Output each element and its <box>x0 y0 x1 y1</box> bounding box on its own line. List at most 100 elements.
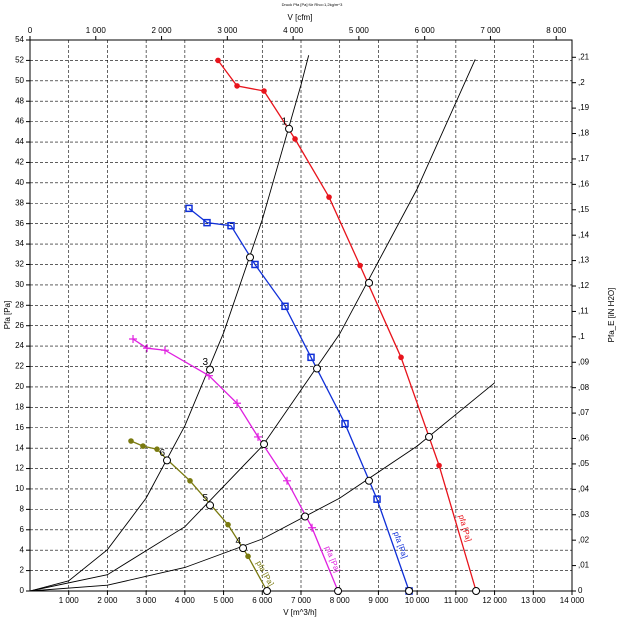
y-tick-label: 6 <box>20 525 25 534</box>
y-tick-label: 20 <box>15 382 24 391</box>
y-tick-label: 14 <box>15 443 24 452</box>
x-tick-label: 9 000 <box>368 596 389 605</box>
operating-point <box>472 587 481 595</box>
y-tick-label: 54 <box>15 35 24 44</box>
y-tick-label: 0 <box>20 586 25 595</box>
y2-tick-label: ,01 <box>578 561 590 570</box>
marker <box>283 476 292 485</box>
y2-tick-label: ,16 <box>578 179 590 188</box>
marker <box>357 262 363 269</box>
y-tick-label: 42 <box>15 158 24 167</box>
x-tick-label: 12 000 <box>482 596 507 605</box>
operating-point-label: 4 <box>235 536 241 547</box>
x-tick-label: 3 000 <box>136 596 157 605</box>
operating-point <box>365 278 374 287</box>
y2-tick-label: ,15 <box>578 205 590 214</box>
y-tick-label: 18 <box>15 402 24 411</box>
y2-tick-label: ,09 <box>578 357 590 366</box>
y2-tick-label: ,07 <box>578 408 590 417</box>
chart-title: Druck Pfa [Pa] für Rho=1,2kg/m^3 <box>282 2 343 7</box>
x2-tick-label: 0 <box>28 26 33 35</box>
x2-tick-label: 2 000 <box>152 26 173 35</box>
operating-point <box>313 364 322 373</box>
marker <box>373 495 381 503</box>
x-tick-label: 1 000 <box>59 596 80 605</box>
marker <box>254 432 263 441</box>
marker <box>261 88 267 94</box>
y-tick-label: 50 <box>15 76 24 85</box>
operating-point <box>301 512 310 521</box>
y2-tick-label: ,11 <box>578 307 589 316</box>
marker <box>154 446 160 452</box>
marker <box>140 443 146 449</box>
operating-point <box>365 476 374 485</box>
y-tick-label: 4 <box>20 545 25 554</box>
marker <box>308 523 317 532</box>
y2-tick-label: ,19 <box>578 103 590 112</box>
y2-tick-label: 0 <box>578 586 583 595</box>
y-tick-label: 26 <box>15 321 24 330</box>
operating-point <box>405 587 414 595</box>
y-tick-label: 46 <box>15 117 24 126</box>
y2-tick-label: ,12 <box>578 281 590 290</box>
curve-label: pfa [Pa] <box>457 514 473 543</box>
y-tick-label: 24 <box>15 341 24 350</box>
operating-point <box>334 587 343 595</box>
x-tick-label: 10 000 <box>405 596 430 605</box>
marker <box>225 521 231 528</box>
system-curve <box>29 55 310 592</box>
marker <box>142 344 151 353</box>
y2-tick-label: ,21 <box>578 52 590 61</box>
y2-tick-label: ,1 <box>578 332 585 341</box>
fan-curve <box>130 440 268 592</box>
marker <box>215 57 221 64</box>
system-curve <box>29 59 476 592</box>
marker <box>292 136 298 142</box>
x-axis-label: V [m^3/h] <box>283 608 317 617</box>
marker <box>128 438 134 444</box>
x2-tick-label: 4 000 <box>283 26 304 35</box>
y2-tick-label: ,04 <box>578 484 590 493</box>
y2-tick-label: ,08 <box>578 383 590 392</box>
y-tick-label: 22 <box>15 362 24 371</box>
y-tick-label: 36 <box>15 219 24 228</box>
y2-tick-label: ,02 <box>578 535 590 544</box>
x2-tick-label: 5 000 <box>349 26 370 35</box>
y2-tick-label: ,13 <box>578 256 590 265</box>
marker <box>233 399 242 408</box>
y-tick-label: 28 <box>15 300 24 309</box>
x2-tick-label: 1 000 <box>86 26 107 35</box>
operating-point <box>263 587 272 595</box>
y-tick-label: 48 <box>15 96 24 105</box>
marker <box>251 260 259 269</box>
curve-label: pfa [Pa] <box>323 545 342 574</box>
y-axis-label: Pfa [Pa] <box>3 301 12 329</box>
x-tick-label: 14 000 <box>560 596 585 605</box>
x2-tick-label: 6 000 <box>415 26 436 35</box>
y2-tick-label: ,2 <box>578 78 585 87</box>
operating-point <box>285 124 294 133</box>
y-tick-label: 16 <box>15 423 24 432</box>
y2-tick-label: ,05 <box>578 459 590 468</box>
marker <box>341 419 349 428</box>
y-tick-label: 32 <box>15 260 24 269</box>
y-tick-label: 8 <box>20 504 25 513</box>
x2-tick-label: 7 000 <box>480 26 501 35</box>
x2-axis-label: V [cfm] <box>288 13 313 22</box>
marker <box>185 204 193 213</box>
curve-label: pfa [Pa] <box>392 530 410 559</box>
y2-axis-label: Pfa_E [iN H2O] <box>607 288 616 343</box>
operating-point <box>425 432 434 441</box>
fan-curve <box>188 207 410 592</box>
x-tick-label: 4 000 <box>175 596 196 605</box>
marker <box>281 302 289 311</box>
x-tick-label: 13 000 <box>521 596 546 605</box>
x-tick-label: 11 000 <box>444 596 468 605</box>
operating-point <box>246 253 255 262</box>
x-tick-label: 8 000 <box>330 596 351 605</box>
marker <box>307 353 315 362</box>
operating-point <box>206 501 215 510</box>
marker <box>234 83 240 89</box>
marker <box>227 221 235 230</box>
